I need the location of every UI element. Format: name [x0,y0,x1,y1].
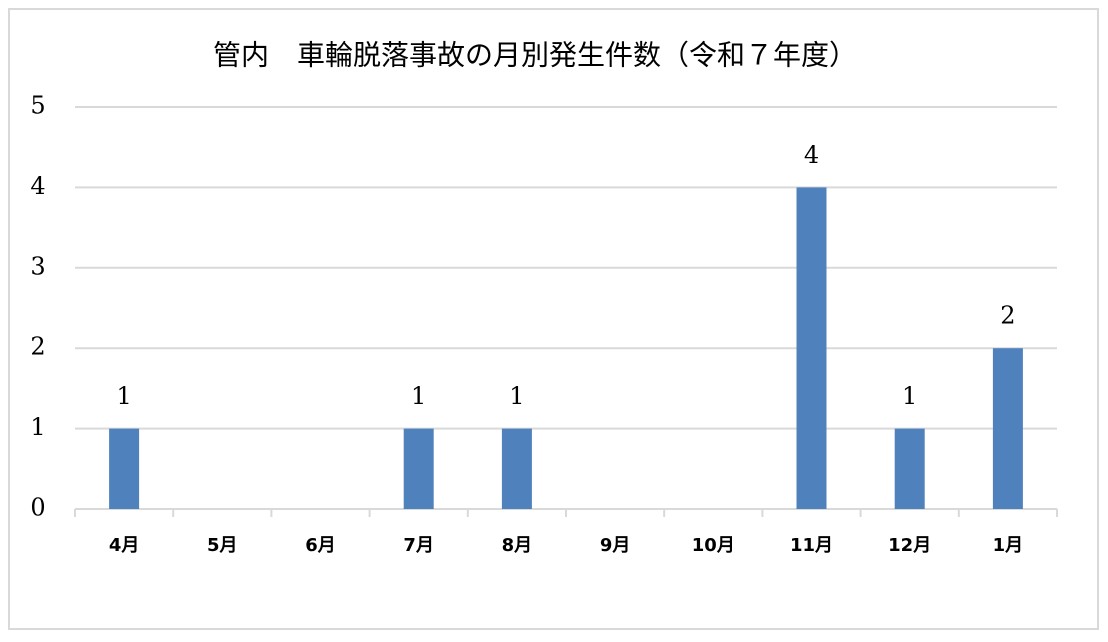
y-tick-label: 2 [30,333,45,361]
x-tick-label: 8月 [502,535,533,556]
x-tick-label: 4月 [109,535,140,556]
x-tick-label: 9月 [600,535,631,556]
y-tick-label: 5 [30,92,45,120]
data-label: 1 [902,382,917,410]
x-tick-label: 6月 [305,535,336,556]
data-label: 1 [116,382,131,410]
bar [796,187,827,509]
y-tick-label: 4 [30,172,45,200]
y-tick-label: 1 [30,413,45,441]
x-tick-label: 10月 [692,535,735,556]
x-tick-label: 1月 [993,535,1024,556]
chart-title: 管内 車輪脱落事故の月別発生件数（令和７年度） [213,39,857,72]
x-tick-label: 5月 [207,535,238,556]
bar [894,428,925,509]
bar [403,428,434,509]
x-tick-label: 7月 [403,535,434,556]
x-tick-label: 12月 [888,535,931,556]
y-tick-label: 0 [30,494,45,522]
x-tick-label: 11月 [790,535,833,556]
data-label: 1 [411,382,426,410]
bar [501,428,532,509]
data-label: 2 [1000,302,1015,330]
data-label: 4 [804,141,819,169]
y-tick-label: 3 [30,252,45,280]
bar [992,348,1023,509]
bar [109,428,140,509]
data-label: 1 [509,382,524,410]
chart-frame [8,8,1099,630]
